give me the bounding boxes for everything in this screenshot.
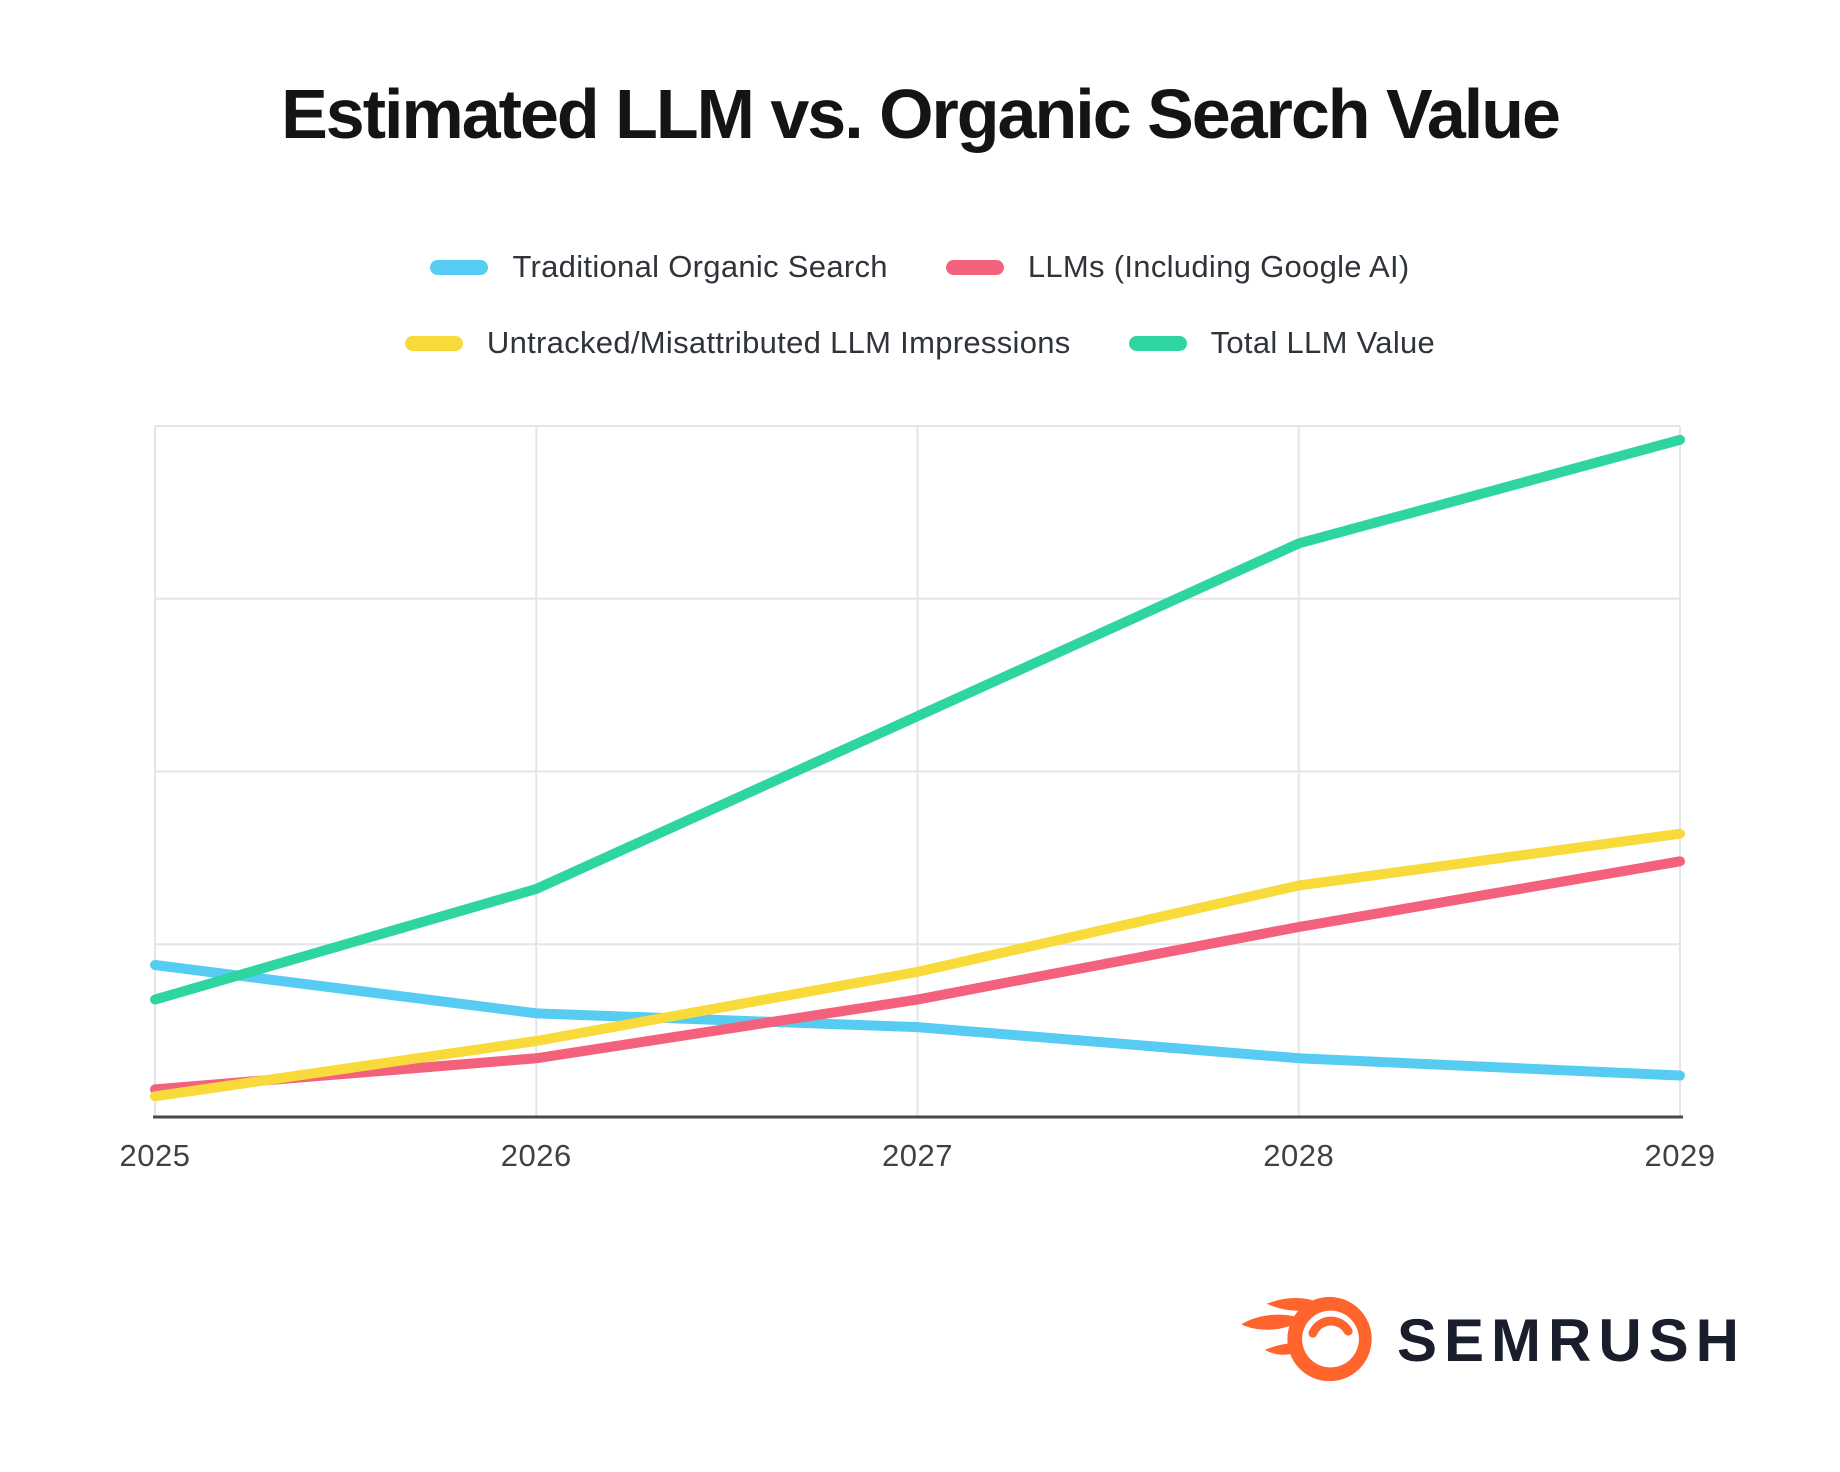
- legend-item-total-llm-value: Total LLM Value: [1128, 325, 1436, 361]
- legend-label: LLMs (Including Google AI): [1027, 249, 1410, 284]
- x-tick: 2028: [1263, 1138, 1335, 1173]
- legend: Traditional Organic Search LLMs (Includi…: [0, 249, 1840, 361]
- legend-row-1: Traditional Organic Search LLMs (Includi…: [430, 249, 1409, 285]
- semrush-flame-icon: [1241, 1296, 1372, 1382]
- legend-row-2: Untracked/Misattributed LLM Impressions …: [404, 325, 1436, 361]
- semrush-logo: SEMRUSH: [1237, 1292, 1746, 1390]
- legend-item-llms: LLMs (Including Google AI): [945, 249, 1410, 285]
- chart-title: Estimated LLM vs. Organic Search Value: [281, 75, 1561, 153]
- x-tick: 2026: [500, 1138, 572, 1173]
- brand-wordmark: SEMRUSH: [1396, 1307, 1746, 1374]
- legend-swatch-green: [1128, 335, 1187, 351]
- legend-swatch-yellow: [404, 335, 463, 351]
- legend-swatch-blue: [430, 259, 489, 275]
- legend-label: Total LLM Value: [1210, 325, 1436, 360]
- legend-label: Untracked/Misattributed LLM Impressions: [486, 325, 1071, 360]
- legend-label: Traditional Organic Search: [512, 249, 888, 284]
- x-tick: 2027: [882, 1138, 953, 1173]
- x-tick: 2025: [119, 1138, 191, 1173]
- legend-item-untracked-llm-impressions: Untracked/Misattributed LLM Impressions: [404, 325, 1071, 361]
- legend-swatch-pink: [945, 259, 1004, 275]
- legend-item-traditional-organic-search: Traditional Organic Search: [430, 249, 888, 285]
- x-tick: 2029: [1644, 1138, 1716, 1173]
